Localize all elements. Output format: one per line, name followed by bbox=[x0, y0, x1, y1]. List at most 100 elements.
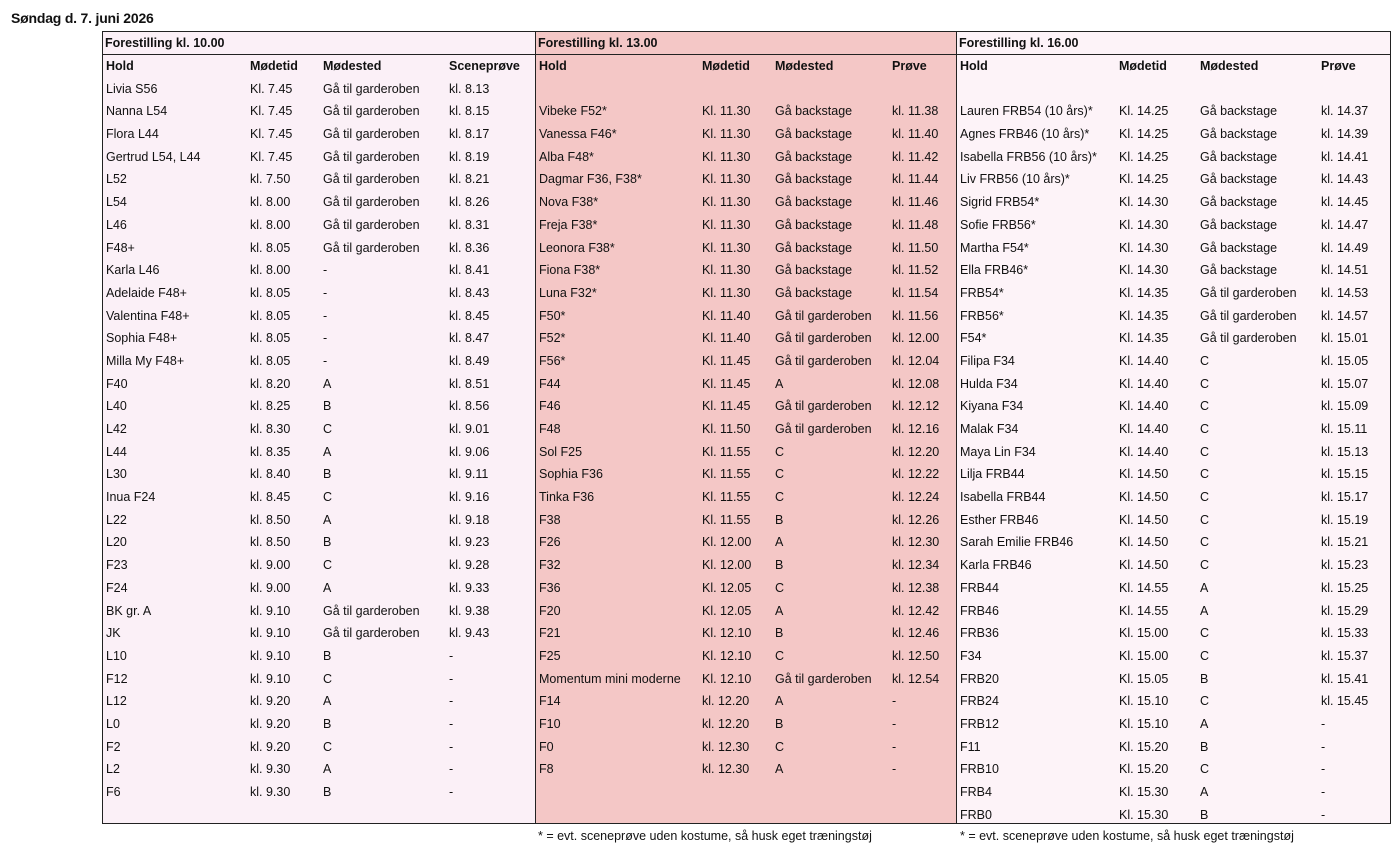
table-cell: Esther FRB46 bbox=[960, 512, 1039, 527]
page-date: Søndag d. 7. juni 2026 bbox=[11, 10, 154, 26]
table-cell: Tinka F36 bbox=[539, 490, 595, 505]
table-cell: kl. 14.53 bbox=[1321, 285, 1369, 300]
table-cell: Kl. 7.45 bbox=[250, 104, 293, 119]
table-cell: - bbox=[449, 671, 454, 686]
table-cell: kl. 14.57 bbox=[1321, 308, 1369, 323]
table-cell: Milla My F48+ bbox=[106, 353, 185, 368]
table-cell: Vanessa F46* bbox=[539, 127, 617, 142]
panel-title: Forestilling kl. 10.00 bbox=[103, 32, 535, 55]
table-cell: Gå til garderoben bbox=[775, 422, 872, 436]
table-cell: kl. 9.30 bbox=[250, 785, 291, 799]
table-cell: B bbox=[323, 467, 332, 482]
table-row: Agnes FRB46 (10 års)* Kl. 14.25 Gå backsta… bbox=[957, 123, 1390, 146]
table-row: F48 Kl. 11.50 Gå til garderoben kl. 12.16 bbox=[536, 418, 956, 441]
table-cell: F54* bbox=[960, 331, 987, 346]
table-row: Momentum mini moderne Kl. 12.10 Gå til gar… bbox=[536, 668, 956, 691]
table-cell: - bbox=[449, 648, 454, 663]
table-row: F56* Kl. 11.45 Gå til garderoben kl. 12.04 bbox=[536, 350, 956, 373]
table-cell: Kl. 15.00 bbox=[1119, 626, 1169, 641]
table-cell: Kl. 12.10 bbox=[702, 648, 752, 663]
table-cell: - bbox=[1321, 785, 1326, 799]
table-cell: - bbox=[1321, 716, 1326, 731]
table-cell: C bbox=[1200, 467, 1210, 482]
table-cell: Gå til garderoben bbox=[323, 149, 420, 164]
table-cell: Kl. 11.30 bbox=[702, 285, 751, 300]
table-cell: Gertrud L54, L44 bbox=[106, 149, 201, 164]
table-cell: kl. 8.17 bbox=[449, 127, 490, 142]
table-cell: Leonora F38* bbox=[539, 240, 615, 255]
table-cell: kl. 8.05 bbox=[250, 308, 291, 323]
table-cell: A bbox=[775, 376, 784, 391]
table-cell: C bbox=[323, 558, 333, 573]
table-cell: kl. 11.48 bbox=[892, 217, 939, 232]
table-cell: kl. 12.34 bbox=[892, 558, 940, 573]
table-cell: Isabella FRB44 bbox=[960, 490, 1046, 505]
table-cell: Agnes FRB46 (10 års)* bbox=[960, 127, 1090, 142]
table-cell: L22 bbox=[106, 512, 127, 527]
table-row: F10 kl. 12.20 B - bbox=[536, 713, 956, 736]
table-cell: Gå til garderoben bbox=[323, 104, 420, 119]
table-cell: B bbox=[775, 716, 784, 731]
table-cell: kl. 12.16 bbox=[892, 422, 940, 436]
table-cell: kl. 15.11 bbox=[1321, 422, 1368, 436]
table-cell: kl. 11.52 bbox=[892, 263, 939, 278]
table-cell: kl. 8.21 bbox=[449, 172, 490, 187]
table-cell: Kl. 15.00 bbox=[1119, 648, 1169, 663]
table-cell: FRB24 bbox=[960, 694, 999, 709]
table-cell: C bbox=[323, 422, 333, 436]
table-cell: Kl. 7.45 bbox=[250, 127, 293, 142]
table-cell: kl. 12.26 bbox=[892, 512, 940, 527]
table-row: F48+ kl. 8.05 Gå til garderoben kl. 8.36 bbox=[103, 237, 535, 260]
table-cell: Kl. 14.40 bbox=[1119, 399, 1169, 414]
table-cell: kl. 9.23 bbox=[449, 535, 490, 550]
table-cell: kl. 14.45 bbox=[1321, 195, 1369, 210]
table-cell: kl. 15.41 bbox=[1321, 671, 1369, 686]
table-cell: kl. 8.13 bbox=[449, 81, 490, 96]
table-row: Sofie FRB56* Kl. 14.30 Gå backstage kl. 14.… bbox=[957, 214, 1390, 237]
table-cell: kl. 8.45 bbox=[449, 308, 490, 323]
table-cell: Lilja FRB44 bbox=[960, 467, 1025, 482]
table-cell: kl. 12.22 bbox=[892, 467, 940, 482]
table-cell: B bbox=[775, 558, 784, 573]
table-cell: kl. 9.10 bbox=[250, 648, 291, 663]
table-cell: A bbox=[1200, 785, 1209, 799]
table-cell: Kl. 14.50 bbox=[1119, 467, 1169, 482]
table-cell: Kl. 14.35 bbox=[1119, 331, 1169, 346]
table-cell: kl. 9.16 bbox=[449, 490, 490, 505]
table-cell: Gå til garderoben bbox=[775, 331, 872, 346]
table-cell: kl. 11.38 bbox=[892, 104, 939, 119]
table-cell: kl. 8.45 bbox=[250, 490, 291, 505]
table-cell: C bbox=[775, 490, 785, 505]
table-cell: FRB46 bbox=[960, 603, 999, 618]
table-cell: Kl. 12.10 bbox=[702, 671, 752, 686]
table-cell: kl. 12.08 bbox=[892, 376, 940, 391]
table-cell: Kl. 11.30 bbox=[702, 240, 751, 255]
table-cell: kl. 8.43 bbox=[449, 285, 490, 300]
table-cell: A bbox=[323, 376, 332, 391]
table-row: F52* Kl. 11.40 Gå til garderoben kl. 12.00 bbox=[536, 327, 956, 350]
table-cell: Liv FRB56 (10 års)* bbox=[960, 172, 1070, 187]
table-cell: kl. 15.21 bbox=[1321, 535, 1369, 550]
table-cell: C bbox=[323, 490, 333, 505]
table-cell: A bbox=[1200, 603, 1209, 618]
table-row: F50* Kl. 11.40 Gå til garderoben kl. 11.56 bbox=[536, 305, 956, 328]
table-cell: kl. 14.51 bbox=[1321, 263, 1369, 278]
table-cell: - bbox=[323, 263, 328, 278]
table-cell: F2 bbox=[106, 739, 121, 754]
table-cell: Kl. 12.00 bbox=[702, 558, 752, 573]
table-cell: kl. 7.50 bbox=[250, 172, 291, 187]
table-cell: Kl. 15.20 bbox=[1119, 762, 1169, 777]
table-cell: kl. 15.33 bbox=[1321, 626, 1369, 641]
table-cell: Gå til garderoben bbox=[775, 399, 872, 414]
table-cell: kl. 14.41 bbox=[1321, 149, 1369, 164]
table-cell: kl. 9.00 bbox=[250, 580, 291, 595]
table-cell: Maya Lin F34 bbox=[960, 444, 1036, 459]
table-cell: B bbox=[323, 785, 332, 799]
